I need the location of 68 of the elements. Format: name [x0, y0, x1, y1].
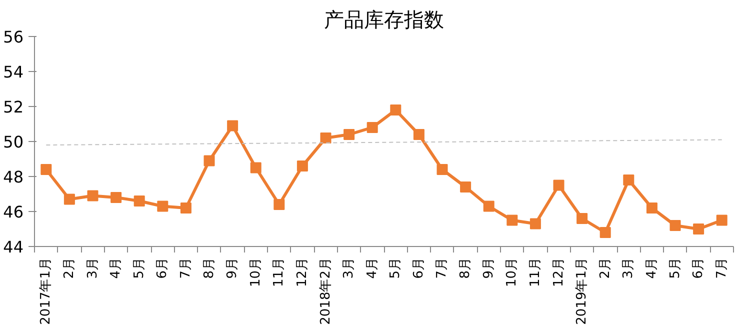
- x-tick-label: 7月: [434, 257, 450, 279]
- y-tick-label: 46: [3, 202, 24, 222]
- point: [87, 190, 98, 202]
- point: [227, 120, 238, 132]
- point: [670, 220, 681, 231]
- x-tick-label: 9月: [481, 257, 496, 279]
- x-tick-label: 5月: [668, 257, 683, 279]
- point: [320, 132, 332, 144]
- x-tick-label: 5月: [132, 257, 147, 279]
- x-tick-label: 10月: [248, 257, 264, 288]
- x-tick-label: 11月: [272, 257, 287, 288]
- x-tick-label: 8月: [458, 257, 474, 279]
- point: [576, 213, 588, 224]
- point: [693, 224, 704, 234]
- point: [274, 199, 285, 210]
- x-tick-label: 2018年2月: [318, 257, 334, 325]
- x-tick-label: 3月: [85, 257, 100, 279]
- chart-title: 产品库存指数: [324, 8, 444, 32]
- point: [436, 164, 448, 175]
- x-tick-label: 9月: [225, 257, 240, 279]
- point: [646, 202, 658, 214]
- y-tick-label: 54: [3, 62, 24, 82]
- point: [110, 192, 122, 203]
- x-tick-label: 7月: [714, 257, 730, 279]
- x-tick-label: 4月: [644, 257, 660, 279]
- point: [716, 214, 728, 226]
- point: [204, 155, 215, 166]
- point: [344, 129, 355, 140]
- x-tick-label: 3月: [342, 257, 357, 279]
- point: [64, 194, 75, 205]
- point: [530, 218, 541, 230]
- point: [134, 196, 145, 206]
- x-tick-label: 2019年1月: [574, 257, 590, 325]
- y-tick-label: 44: [3, 238, 24, 256]
- point: [623, 174, 634, 186]
- x-tick-label: 6月: [155, 257, 170, 279]
- point: [483, 200, 494, 212]
- x-tick-label: 11月: [528, 257, 543, 288]
- y-tick-label: 48: [3, 168, 24, 186]
- x-tick-label: 2月: [62, 257, 77, 279]
- y-tick-label: 52: [3, 98, 24, 116]
- point: [157, 200, 168, 212]
- x-tick-label: 3月: [621, 257, 636, 279]
- x-tick-label: 4月: [108, 257, 124, 279]
- x-tick-label: 2月: [598, 257, 613, 279]
- x-tick-label: 12月: [294, 257, 310, 288]
- x-tick-label: 12月: [551, 257, 566, 288]
- x-tick-label: 6月: [691, 257, 706, 279]
- point: [413, 129, 424, 140]
- x-tick-label: 2017年1月: [38, 257, 54, 325]
- point: [296, 160, 308, 172]
- x-tick-label: 10月: [504, 257, 520, 288]
- y-tick-label: 50: [3, 132, 24, 152]
- point: [460, 182, 472, 192]
- y-tick-label: 56: [3, 28, 24, 46]
- point: [506, 214, 518, 226]
- x-tick-label: 7月: [178, 257, 194, 279]
- point: [250, 162, 262, 174]
- x-tick-label: 4月: [364, 257, 380, 279]
- point: [600, 227, 611, 238]
- x-tick-label: 8月: [202, 257, 217, 279]
- point: [366, 122, 378, 133]
- point: [40, 164, 52, 175]
- point: [553, 180, 564, 191]
- point: [180, 202, 192, 214]
- x-tick-label: 5月: [388, 257, 404, 279]
- x-tick-label: 6月: [411, 257, 426, 279]
- point: [390, 104, 402, 116]
